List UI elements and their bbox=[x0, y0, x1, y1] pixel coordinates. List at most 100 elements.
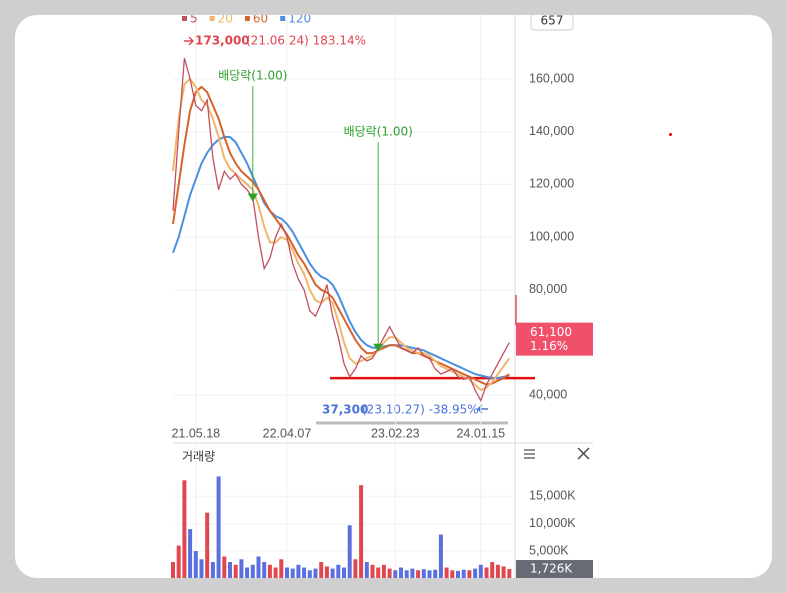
volume-bar bbox=[336, 564, 341, 578]
volume-bar bbox=[205, 512, 210, 578]
volume-bar bbox=[222, 556, 227, 578]
y-tick-label: 80,000 bbox=[529, 282, 567, 296]
close-icon[interactable] bbox=[577, 447, 590, 460]
x-tick-label: 24.01.15 bbox=[456, 426, 505, 440]
volume-bar bbox=[427, 570, 432, 578]
price-tag-value: 61,100 bbox=[530, 325, 572, 339]
volume-bar bbox=[273, 567, 278, 578]
volume-bar bbox=[473, 568, 478, 578]
volume-bar bbox=[267, 564, 272, 578]
volume-bar bbox=[262, 562, 267, 578]
volume-bar bbox=[302, 567, 307, 578]
volume-bar bbox=[456, 570, 460, 578]
event-label: 배당락(1.00) bbox=[218, 69, 287, 83]
volume-bar bbox=[319, 562, 324, 578]
volume-bar bbox=[410, 568, 415, 578]
min-detail: (23.10.27) -38.95% bbox=[362, 403, 479, 417]
volume-bar bbox=[182, 480, 187, 578]
volume-bar bbox=[376, 567, 381, 578]
volume-bar bbox=[507, 569, 512, 578]
volume-bar bbox=[393, 570, 398, 578]
max-detail: (21.06.24) 183.14% bbox=[246, 34, 366, 48]
volume-bar bbox=[484, 567, 489, 578]
legend-swatch bbox=[182, 16, 187, 21]
y-tick-label: 160,000 bbox=[529, 71, 574, 85]
x-tick-label: 22.04.07 bbox=[263, 426, 312, 440]
volume-bar bbox=[233, 564, 238, 578]
badge-box bbox=[530, 15, 574, 31]
volume-bar bbox=[307, 570, 312, 578]
volume-bar bbox=[421, 569, 426, 578]
y-tick-label: 100,000 bbox=[529, 229, 574, 243]
volume-bar bbox=[342, 567, 346, 578]
volume-bar bbox=[490, 562, 495, 578]
volume-bar bbox=[501, 566, 506, 578]
volume-bar bbox=[467, 570, 472, 578]
volume-bar bbox=[239, 559, 244, 578]
volume-bar bbox=[381, 564, 386, 578]
volume-bar bbox=[495, 564, 500, 578]
volume-bar bbox=[353, 559, 358, 578]
volume-bar bbox=[404, 570, 409, 578]
price-tag-change: 1.16% bbox=[530, 339, 568, 353]
volume-tick-label: 15,000K bbox=[529, 488, 576, 502]
volume-bar bbox=[210, 562, 215, 578]
volume-bar bbox=[433, 569, 438, 578]
x-tick-label: 23.02.23 bbox=[371, 426, 420, 440]
min-label: 37,300 bbox=[322, 403, 368, 417]
legend-swatch bbox=[209, 16, 215, 21]
volume-bar bbox=[359, 485, 364, 578]
legend-label: 60 bbox=[253, 12, 268, 26]
volume-bar bbox=[370, 564, 375, 578]
volume-tick-label: 10,000K bbox=[529, 516, 576, 530]
volume-title: 거래량 bbox=[182, 450, 215, 464]
legend-label: 120 bbox=[288, 12, 311, 26]
series-line bbox=[172, 77, 511, 392]
volume-bar-indicator bbox=[567, 580, 593, 586]
volume-bar bbox=[250, 564, 255, 578]
volume-bar bbox=[444, 567, 449, 578]
volume-bar bbox=[285, 567, 289, 578]
series-line bbox=[172, 57, 510, 403]
volume-bar bbox=[188, 529, 193, 578]
volume-bar bbox=[364, 562, 369, 578]
event-marker bbox=[247, 193, 258, 202]
y-tick-label: 140,000 bbox=[529, 124, 574, 138]
dot bbox=[669, 133, 672, 136]
volume-bar bbox=[347, 525, 352, 578]
max-arrow bbox=[184, 36, 194, 46]
chart: 657 거래량 173,000 (21.06.24) 183.14% 37,30… bbox=[171, 12, 672, 586]
volume-bar bbox=[176, 545, 181, 578]
volume-bar bbox=[193, 551, 198, 578]
volume-tag bbox=[516, 560, 593, 578]
price-tag bbox=[516, 322, 593, 356]
volume-bar bbox=[478, 564, 483, 578]
x-tick-label: 21.05.18 bbox=[171, 426, 220, 440]
volume-bar bbox=[461, 569, 466, 578]
max-label: 173,000 bbox=[195, 34, 250, 48]
legend-swatch bbox=[280, 16, 286, 21]
event-marker bbox=[373, 343, 384, 352]
volume-bar bbox=[228, 562, 232, 578]
badge: 657 bbox=[541, 14, 564, 28]
menu-icon[interactable] bbox=[524, 449, 535, 459]
volume-bar bbox=[416, 570, 421, 578]
card bbox=[15, 15, 772, 578]
volume-bar bbox=[256, 556, 261, 578]
volume-bar bbox=[387, 568, 392, 578]
volume-bar bbox=[399, 567, 403, 578]
volume-tag-value: 1,726K bbox=[530, 562, 573, 576]
legend-label: 20 bbox=[218, 12, 233, 26]
volume-bar bbox=[245, 567, 250, 578]
volume-bar bbox=[438, 534, 443, 578]
volume-bar bbox=[313, 568, 318, 578]
volume-bar bbox=[216, 476, 221, 578]
y-tick-label: 40,000 bbox=[529, 388, 567, 402]
volume-bar bbox=[290, 568, 295, 578]
event-label: 배당락(1.00) bbox=[344, 125, 413, 139]
volume-bar bbox=[296, 564, 301, 578]
volume-bar bbox=[450, 570, 455, 578]
volume-tick-label: 5,000K bbox=[529, 543, 569, 557]
legend-swatch bbox=[244, 16, 250, 21]
volume-bar bbox=[330, 568, 335, 578]
